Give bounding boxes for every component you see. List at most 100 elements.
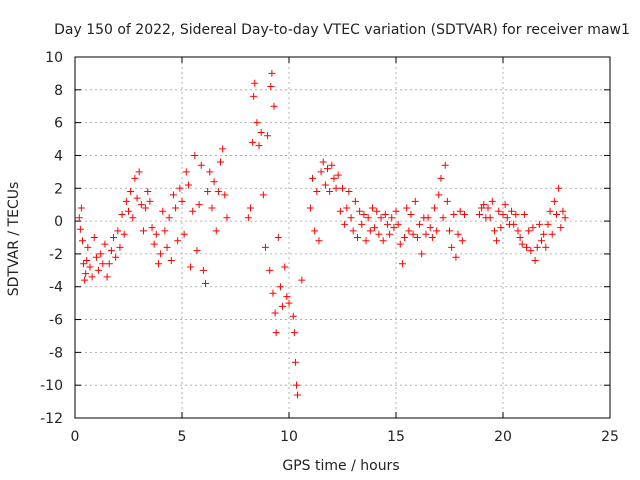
data-point (133, 194, 141, 202)
data-point (182, 168, 190, 176)
y-tick-label: -6 (49, 313, 63, 329)
data-point (131, 174, 139, 182)
data-point (146, 197, 154, 205)
data-point (202, 279, 210, 287)
data-point (341, 220, 349, 228)
data-point (443, 197, 451, 205)
data-point (448, 243, 456, 251)
data-point (503, 214, 511, 222)
data-point (315, 237, 323, 245)
data-point (283, 293, 291, 301)
data-point (324, 165, 332, 173)
data-point (204, 188, 212, 196)
data-point (165, 214, 173, 222)
data-point (518, 240, 526, 248)
data-point (490, 227, 498, 235)
data-point (212, 227, 220, 235)
data-point (542, 243, 550, 251)
data-point (189, 207, 197, 215)
y-tick-label: 6 (54, 116, 63, 132)
y-tick-label: 4 (54, 148, 63, 164)
data-point (257, 128, 265, 136)
data-point (336, 207, 344, 215)
data-point (321, 181, 329, 189)
data-point (332, 184, 340, 192)
data-point (148, 224, 156, 232)
data-point (353, 234, 361, 241)
data-point (88, 273, 96, 281)
data-point (92, 253, 100, 261)
data-point (223, 214, 231, 222)
data-point (439, 214, 447, 222)
data-point (274, 234, 282, 241)
grid (75, 57, 610, 418)
data-point (347, 214, 355, 222)
data-point (413, 234, 421, 241)
data-point (553, 211, 560, 219)
data-point (253, 119, 261, 127)
data-point (446, 227, 453, 235)
data-point (358, 220, 366, 228)
data-point (373, 207, 381, 215)
data-point (261, 243, 269, 251)
data-point (206, 168, 214, 176)
data-point (499, 211, 507, 219)
data-point (281, 263, 289, 271)
data-point (298, 276, 306, 284)
data-point (441, 161, 449, 169)
x-tick-label: 0 (71, 429, 80, 445)
data-point (334, 171, 342, 179)
data-point (251, 79, 259, 87)
data-point (523, 243, 531, 251)
data-point (433, 227, 441, 235)
data-point (426, 224, 434, 232)
data-point (435, 191, 443, 199)
data-point (90, 234, 98, 241)
data-point (291, 358, 299, 366)
data-point (267, 83, 275, 91)
y-tick-label: -2 (49, 247, 63, 263)
data-point (221, 191, 229, 199)
data-point (381, 211, 389, 219)
data-point (311, 227, 319, 235)
axis-tick-labels: -12 -10 -8 -6 -4 -2 0 2 4 6 8 10 0 5 10 15 20 25 (40, 50, 619, 445)
data-point (77, 204, 85, 212)
data-point (306, 204, 314, 212)
data-point (107, 247, 115, 255)
data-point (535, 220, 543, 228)
data-point (112, 253, 120, 261)
data-point (268, 69, 276, 77)
data-point (409, 230, 417, 238)
data-point (110, 234, 118, 241)
data-point (538, 237, 546, 245)
x-tick-label: 10 (280, 429, 298, 445)
data-point (214, 188, 222, 196)
data-point (351, 197, 359, 205)
data-point (285, 299, 293, 307)
data-point (159, 207, 167, 215)
data-point (163, 243, 171, 251)
y-tick-label: 10 (45, 50, 63, 66)
data-point (101, 240, 109, 248)
data-point (122, 197, 130, 205)
data-point (78, 237, 86, 245)
data-point (137, 201, 145, 209)
data-point (428, 234, 436, 241)
data-point (403, 204, 411, 212)
data-point (360, 211, 368, 219)
data-point (394, 220, 402, 228)
data-point (118, 211, 126, 219)
data-point (103, 273, 111, 281)
data-point (561, 214, 569, 222)
data-point (366, 227, 374, 235)
data-point (80, 260, 88, 268)
data-point (520, 211, 528, 219)
data-point (217, 158, 225, 166)
data-point (142, 204, 150, 212)
data-point (516, 234, 524, 241)
data-point (456, 207, 464, 215)
data-point (150, 240, 158, 248)
data-point (313, 188, 321, 196)
data-point (289, 312, 297, 320)
data-point (81, 276, 89, 284)
